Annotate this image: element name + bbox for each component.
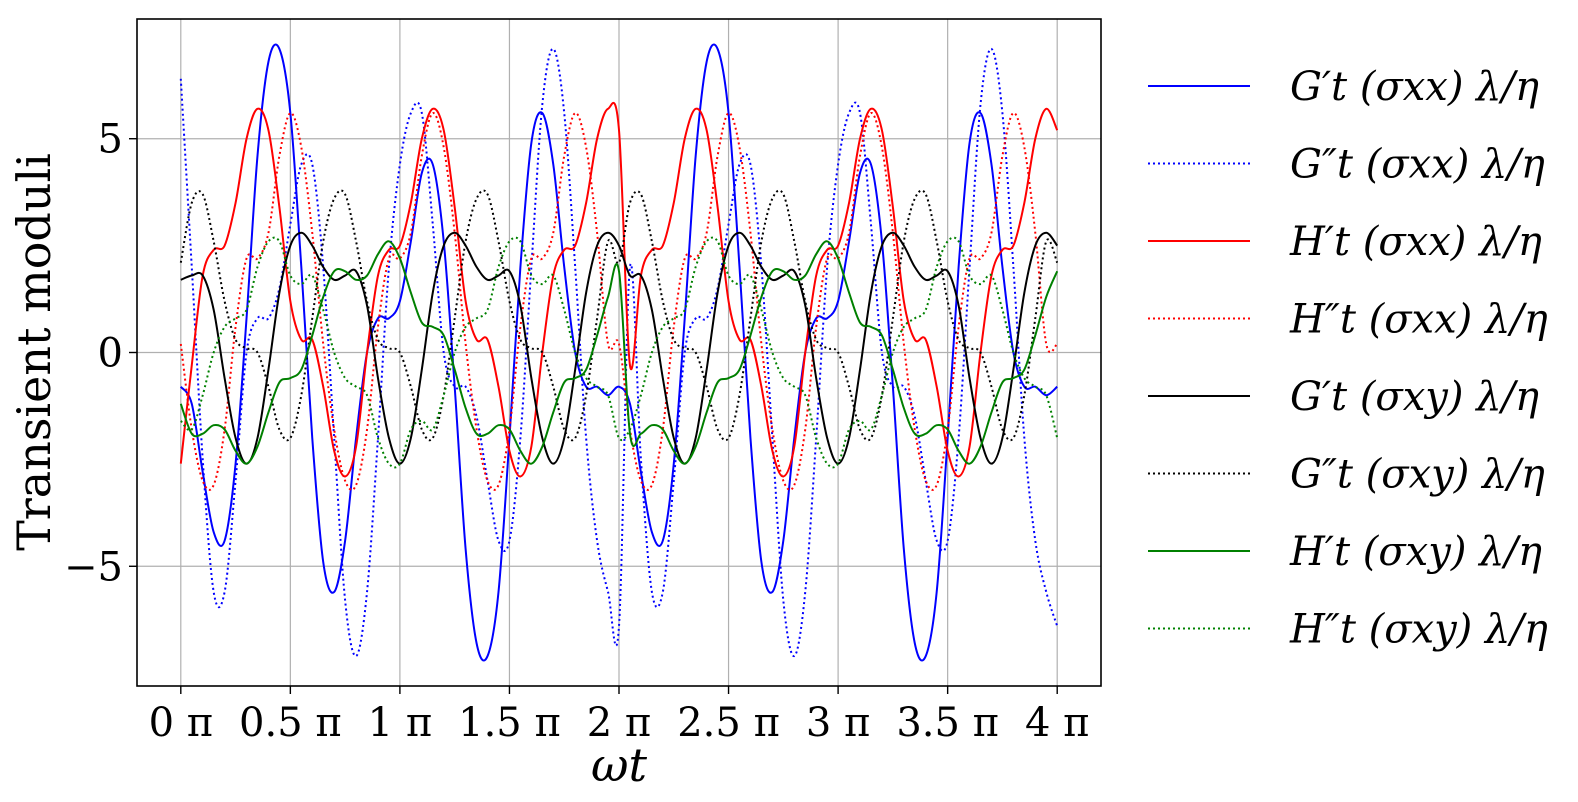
legend-label: H″t (σxy) λ/η xyxy=(1289,607,1548,653)
series-line-4 xyxy=(179,112,1059,491)
y-tick-label: −5 xyxy=(64,544,123,590)
x-tick-label: 0.5 π xyxy=(239,700,342,746)
legend-label: G″t (σxy) λ/η xyxy=(1290,452,1545,498)
y-axis: −5 0 5 xyxy=(64,117,137,590)
series-line-2 xyxy=(179,47,1059,658)
legend-label: G″t (σxx) λ/η xyxy=(1290,142,1545,188)
x-tick-label: 0 π xyxy=(149,700,213,746)
series-line-6 xyxy=(179,189,1059,442)
x-tick-label: 3.5 π xyxy=(896,700,999,746)
legend: G′t (σxx) λ/η G″t (σxx) λ/η H′t (σxx) λ/η H… xyxy=(1148,64,1548,653)
x-tick-label: 2.5 π xyxy=(677,700,780,746)
legend-label: H″t (σxx) λ/η xyxy=(1289,297,1548,343)
series-line-1 xyxy=(179,43,1058,662)
series-line-5 xyxy=(180,231,1059,465)
x-axis-title: ωt xyxy=(591,738,648,792)
y-tick-label: 5 xyxy=(98,117,123,163)
legend-label: G′t (σxx) λ/η xyxy=(1290,64,1539,110)
x-tick-label: 1 π xyxy=(368,700,432,746)
legend-label: H′t (σxx) λ/η xyxy=(1289,219,1542,265)
legend-label: G′t (σxy) λ/η xyxy=(1290,374,1539,420)
x-axis: 0 π 0.5 π 1 π 1.5 π 2 π 2.5 π 3 π 3.5 π 4 π xyxy=(149,686,1089,746)
x-tick-label: 3 π xyxy=(806,700,870,746)
legend-label: H′t (σxy) λ/η xyxy=(1289,529,1542,575)
y-axis-title: Transient moduli xyxy=(7,153,61,551)
grid xyxy=(137,19,1101,686)
x-tick-label: 4 π xyxy=(1025,700,1089,746)
series-line-3 xyxy=(179,102,1059,478)
y-tick-label: 0 xyxy=(98,331,123,377)
series-line-8 xyxy=(180,236,1059,469)
x-tick-label: 1.5 π xyxy=(458,700,561,746)
series-layer xyxy=(179,43,1059,662)
x-tick-label: 2 π xyxy=(587,700,651,746)
series-line-7 xyxy=(179,240,1059,465)
